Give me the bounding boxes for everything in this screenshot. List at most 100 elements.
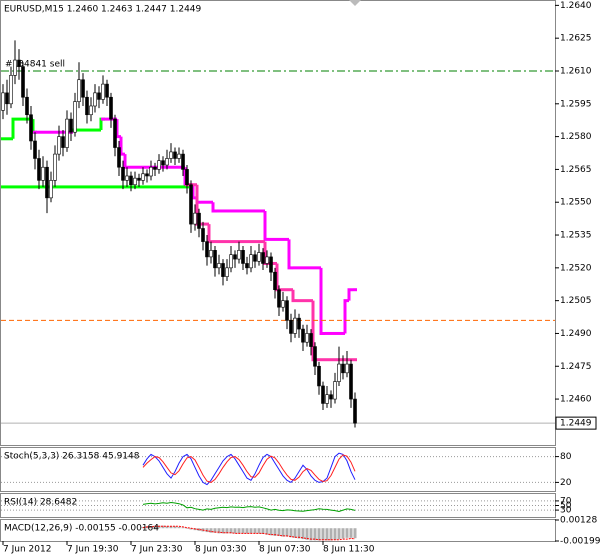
candle-body <box>261 252 265 264</box>
candle-body <box>137 177 141 181</box>
macd-bar <box>197 528 201 531</box>
candle-body <box>313 346 317 367</box>
macd-bar <box>229 528 233 534</box>
macd-bar <box>249 528 253 534</box>
candle-body <box>57 136 61 155</box>
candle-body <box>305 333 309 343</box>
candle-body <box>225 267 229 277</box>
stop-line-step <box>291 289 297 303</box>
candle-body <box>273 271 277 291</box>
y-tick-label: -0.00199 <box>560 537 601 547</box>
macd-bar <box>253 528 257 534</box>
y-tick-label: 1.2580 <box>560 132 592 142</box>
candle-body <box>33 140 37 159</box>
candle-body <box>201 228 205 242</box>
macd-bar <box>317 528 321 541</box>
candle-body <box>129 175 133 186</box>
candle-body <box>37 158 41 181</box>
candle-body <box>77 79 81 102</box>
main-panel-frame <box>0 0 556 446</box>
candle-body <box>61 136 65 148</box>
macd-bar <box>225 528 229 534</box>
candle-body <box>85 96 89 116</box>
candle-body <box>209 250 213 258</box>
candle-body <box>189 184 193 225</box>
macd-bar <box>329 528 333 541</box>
candle-body <box>233 254 237 260</box>
candle-body <box>153 166 157 170</box>
last-price-label: 1.2449 <box>560 419 592 429</box>
macd-bar <box>165 526 169 529</box>
macd-bar <box>337 528 341 540</box>
candle-body <box>73 101 77 133</box>
stoch-panel-frame <box>0 447 556 492</box>
macd-bar <box>189 528 193 530</box>
macd-bar <box>285 528 289 537</box>
macd-panel-frame <box>0 519 556 542</box>
macd-bar <box>241 528 245 534</box>
x-tick-label: 8 Jun 07:30 <box>259 545 311 555</box>
candle-body <box>337 363 341 382</box>
candle-body <box>197 212 201 229</box>
candle-body <box>253 254 257 262</box>
candle-body <box>149 166 153 177</box>
macd-bar <box>261 528 265 534</box>
stop-line-step <box>207 224 213 244</box>
candle-body <box>101 83 105 100</box>
y-tick-label: 1.2565 <box>560 165 592 175</box>
macd-bar <box>301 528 305 540</box>
y-tick-label: 50 <box>560 501 572 511</box>
candle-body <box>229 254 233 269</box>
candle-body <box>281 300 285 308</box>
level-label: #134841 sell <box>5 59 65 69</box>
y-tick-label: 1.2640 <box>560 1 592 11</box>
last-price-box <box>555 416 597 430</box>
x-tick-label: 8 Jun 03:30 <box>195 545 247 555</box>
candle-body <box>169 151 173 159</box>
y-tick-label: 1.2505 <box>560 296 592 306</box>
candle-body <box>245 263 249 269</box>
indicator-line <box>142 454 356 483</box>
y-tick-label: 1.2475 <box>560 362 592 372</box>
scroll-marker <box>349 0 361 6</box>
macd-bar <box>157 525 161 529</box>
candle-body <box>69 118 73 133</box>
candle-body <box>13 59 17 76</box>
candle-body <box>277 289 281 308</box>
candle-body <box>133 177 137 186</box>
candle-body <box>321 385 325 404</box>
y-tick-label: 1.2460 <box>560 395 592 405</box>
candle-body <box>173 151 177 159</box>
macd-bar <box>309 528 313 541</box>
stop-line-step <box>263 210 269 241</box>
macd-bar <box>313 528 317 541</box>
candle-body <box>9 75 13 105</box>
y-tick-label: 0.00128 <box>560 516 597 526</box>
y-tick-label: 80 <box>560 452 572 462</box>
candle-body <box>353 398 357 424</box>
candle-body <box>177 153 181 159</box>
candle-body <box>309 333 313 347</box>
y-tick-label: 1.2595 <box>560 99 592 109</box>
stop-line-step <box>319 267 325 335</box>
macd-bar <box>233 528 237 534</box>
candle-body <box>121 166 125 181</box>
y-tick-label: 1.2625 <box>560 34 592 44</box>
macd-bar <box>209 528 213 533</box>
macd-bar <box>237 528 241 534</box>
y-tick-label: 70 <box>560 496 572 506</box>
macd-bar <box>153 525 157 529</box>
candle-body <box>241 250 245 264</box>
signal-line <box>142 525 356 541</box>
candle-body <box>5 92 9 105</box>
macd-bar <box>305 528 309 540</box>
macd-bar <box>173 526 177 529</box>
candle-body <box>1 92 5 111</box>
candle-body <box>301 328 305 343</box>
candle-body <box>53 153 57 181</box>
candle-body <box>141 173 145 181</box>
y-tick-label: 1.2520 <box>560 263 592 273</box>
candle-body <box>289 320 293 334</box>
candle-body <box>293 317 297 334</box>
